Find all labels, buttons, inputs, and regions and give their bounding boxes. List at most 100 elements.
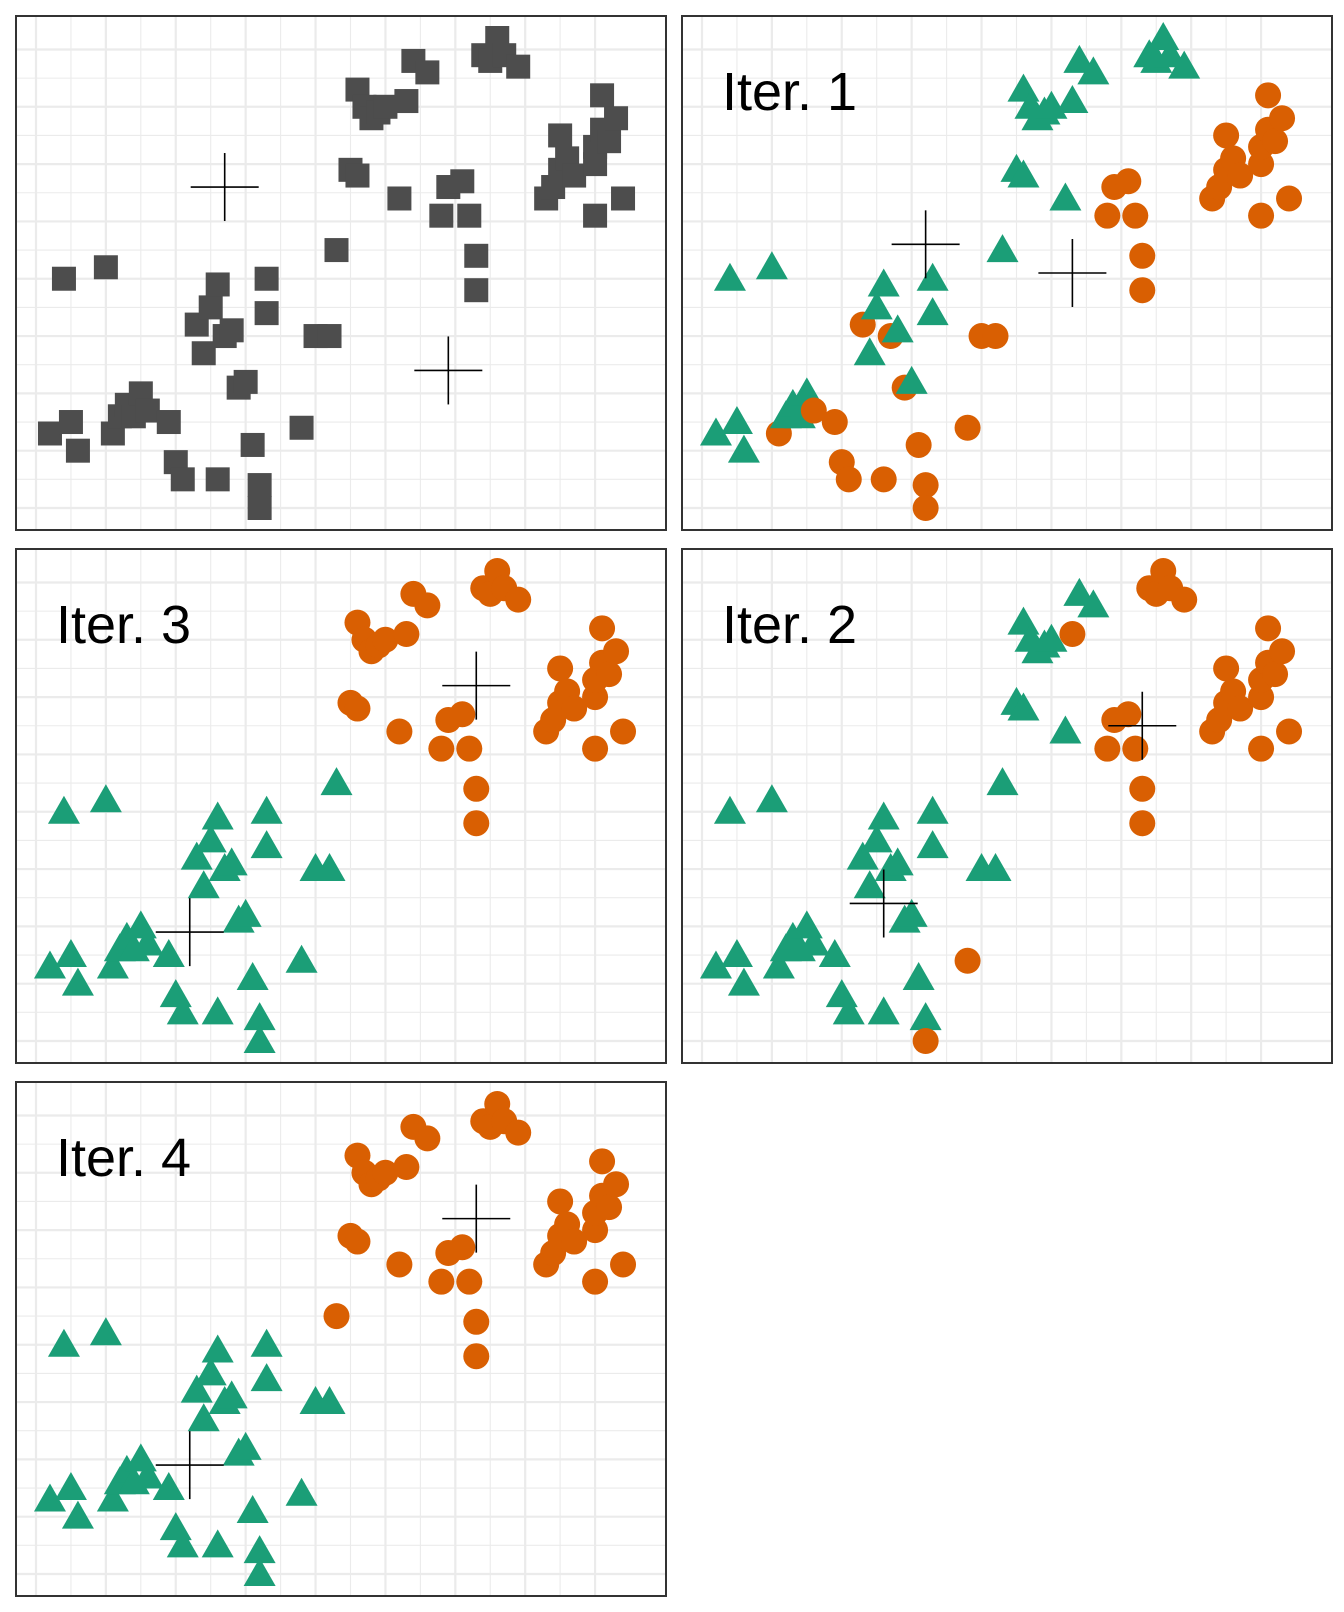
data-point-cluster-1: [166, 996, 199, 1025]
data-point-cluster-2: [1122, 735, 1149, 762]
data-point-cluster-1: [61, 967, 94, 996]
panel-frame: [681, 548, 1333, 1064]
data-point-cluster-1: [727, 434, 760, 463]
data-point-cluster-2: [428, 1268, 455, 1295]
data-point-unassigned: [415, 60, 440, 85]
data-point-cluster-1: [320, 767, 353, 796]
data-point-cluster-2: [456, 1268, 483, 1295]
data-point-cluster-2: [1255, 615, 1282, 642]
data-point-unassigned: [254, 266, 279, 291]
data-point-cluster-1: [236, 1494, 269, 1523]
data-point-unassigned: [65, 438, 90, 463]
data-point-cluster-2: [954, 414, 981, 441]
data-point-cluster-1: [1168, 50, 1201, 79]
data-point-cluster-2: [603, 638, 630, 665]
data-point-cluster-2: [323, 1303, 350, 1330]
data-point-cluster-1: [61, 1500, 94, 1529]
data-point-cluster-2: [1262, 128, 1289, 155]
data-point-unassigned: [289, 415, 314, 440]
data-point-cluster-2: [463, 1343, 490, 1370]
data-point-cluster-2: [414, 1125, 441, 1152]
data-point-cluster-1: [285, 1477, 318, 1506]
data-point-cluster-2: [905, 431, 932, 458]
data-point-cluster-1: [916, 795, 949, 824]
data-point-cluster-2: [582, 735, 609, 762]
data-point-cluster-1: [33, 1483, 66, 1512]
data-point-cluster-2: [610, 1251, 637, 1278]
data-point-cluster-2: [386, 718, 413, 745]
data-point-cluster-1: [902, 961, 935, 990]
data-point-cluster-1: [215, 1380, 248, 1409]
data-point-cluster-2: [954, 947, 981, 974]
data-point-cluster-2: [463, 1308, 490, 1335]
data-point-cluster-1: [1049, 182, 1082, 211]
data-point-cluster-1: [187, 870, 220, 899]
data-point-cluster-2: [912, 472, 939, 499]
data-point-cluster-1: [699, 950, 732, 979]
data-point-cluster-2: [1094, 735, 1121, 762]
data-point-cluster-2: [835, 466, 862, 493]
data-point-cluster-1: [215, 847, 248, 876]
data-point-cluster-1: [243, 1558, 276, 1586]
data-point-unassigned: [387, 186, 412, 211]
data-point-cluster-1: [916, 830, 949, 859]
data-point-cluster-1: [797, 927, 830, 956]
panel-4: Iter. 4: [15, 1081, 667, 1597]
data-point-unassigned: [506, 54, 531, 79]
data-point-cluster-2: [596, 661, 623, 688]
data-point-unassigned: [37, 421, 62, 446]
data-point-cluster-1: [33, 950, 66, 979]
data-point-cluster-1: [986, 234, 1019, 263]
data-point-unassigned: [450, 169, 475, 194]
data-point-cluster-2: [603, 1171, 630, 1198]
data-point-cluster-1: [201, 996, 234, 1025]
panel-frame: [681, 15, 1333, 531]
data-point-unassigned: [254, 301, 279, 326]
data-point-cluster-1: [1007, 159, 1040, 188]
data-point-cluster-2: [414, 592, 441, 619]
data-point-cluster-2: [596, 1194, 623, 1221]
data-point-cluster-1: [89, 784, 122, 813]
data-point-cluster-1: [1154, 39, 1187, 68]
data-point-cluster-1: [250, 830, 283, 859]
data-point-cluster-1: [916, 262, 949, 291]
data-point-cluster-1: [187, 1403, 220, 1432]
data-point-unassigned: [205, 467, 230, 492]
data-point-cluster-2: [547, 655, 574, 682]
data-point-unassigned: [247, 473, 272, 498]
panel-label: Iter. 4: [56, 1128, 191, 1188]
data-point-cluster-1: [96, 1483, 129, 1512]
data-point-cluster-2: [505, 1119, 532, 1146]
data-point-unassigned: [548, 123, 573, 148]
panel-0: [15, 15, 667, 531]
centroid-cross-2: [1038, 239, 1107, 307]
data-point-unassigned: [562, 163, 587, 188]
data-point-cluster-2: [561, 695, 588, 722]
data-point-cluster-2: [1213, 655, 1240, 682]
centroid-cross-2: [1108, 691, 1177, 760]
data-point-unassigned: [590, 83, 615, 108]
data-point-cluster-2: [1129, 242, 1156, 269]
data-point-cluster-1: [250, 795, 283, 824]
data-point-cluster-2: [1227, 695, 1254, 722]
data-point-cluster-2: [1269, 105, 1296, 132]
data-point-cluster-1: [713, 795, 746, 824]
data-point-cluster-1: [250, 1363, 283, 1392]
panel-frame: [15, 15, 667, 531]
centroid-cross-2: [414, 336, 483, 405]
data-point-cluster-1: [818, 939, 851, 968]
data-point-cluster-1: [243, 1535, 276, 1564]
data-point-cluster-1: [895, 898, 928, 927]
data-point-cluster-2: [449, 1234, 476, 1261]
data-point-cluster-1: [1049, 715, 1082, 744]
data-point-cluster-1: [860, 291, 893, 320]
data-point-cluster-1: [89, 1317, 122, 1346]
data-point-cluster-1: [166, 1529, 199, 1558]
data-point-cluster-1: [201, 801, 234, 830]
data-point-cluster-1: [867, 801, 900, 830]
data-point-cluster-1: [867, 996, 900, 1025]
data-point-cluster-1: [180, 1374, 213, 1403]
data-point-cluster-2: [1276, 185, 1303, 212]
data-point-cluster-2: [1115, 168, 1142, 195]
